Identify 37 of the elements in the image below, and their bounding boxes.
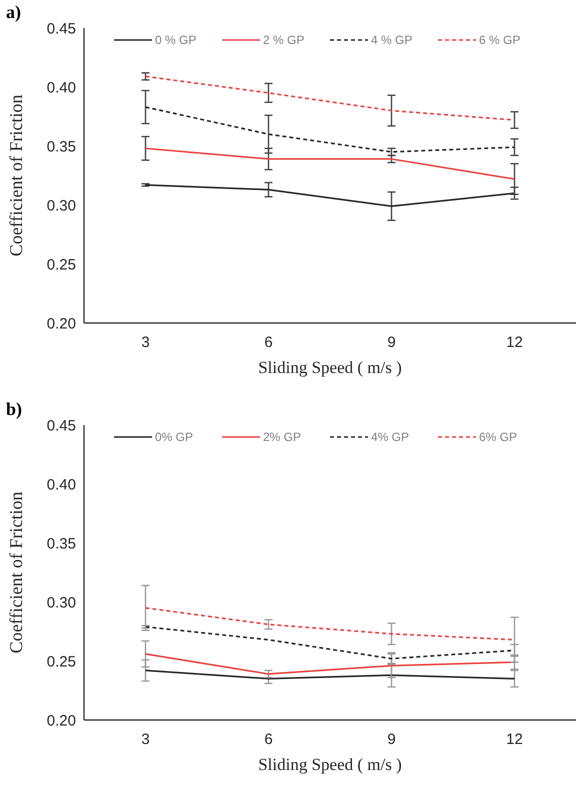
x-tick-label: 12 [506, 334, 523, 351]
y-tick-label: 0.20 [46, 712, 76, 730]
line-series [144, 76, 516, 121]
y-tick-label: 0.35 [46, 535, 76, 552]
y-tick-label: 0.40 [46, 79, 76, 96]
chart-title: a) [6, 2, 21, 22]
line-series [144, 184, 516, 207]
legend-label: 2 % GP [263, 33, 304, 48]
x-tick-label: 9 [387, 731, 396, 748]
legend-label: 0% GP [155, 430, 194, 444]
x-tick-label: 3 [141, 334, 150, 351]
legend-label: 2% GP [263, 430, 302, 444]
legend-label: 6 % GP [479, 33, 520, 48]
x-axis-title: Sliding Speed ( m/s ) [258, 755, 402, 774]
y-tick-label: 0.30 [46, 197, 76, 214]
y-tick-label: 0.20 [46, 315, 76, 332]
chart-title: b) [6, 399, 22, 419]
legend-label: 4% GP [371, 430, 410, 444]
y-tick-label: 0.25 [46, 256, 76, 274]
legend-label: 6% GP [479, 430, 518, 444]
y-tick-label: 0.35 [46, 138, 76, 156]
x-tick-label: 3 [141, 731, 150, 748]
x-tick-label: 12 [506, 731, 523, 748]
legend-label: 4 % GP [371, 33, 412, 48]
line-series [144, 106, 516, 153]
y-tick-label: 0.40 [46, 476, 76, 494]
x-tick-label: 6 [264, 334, 273, 351]
legend-label: 0 % GP [155, 33, 196, 48]
y-axis-title: Coefficient of Friction [6, 94, 26, 256]
y-tick-label: 0.45 [46, 417, 76, 434]
y-tick-label: 0.45 [46, 20, 76, 38]
x-axis-title: Sliding Speed ( m/s ) [258, 358, 402, 377]
y-tick-label: 0.30 [46, 594, 76, 612]
x-tick-label: 6 [264, 731, 273, 748]
y-tick-label: 0.25 [46, 653, 76, 670]
y-axis-title: Coefficient of Friction [6, 492, 26, 654]
x-tick-label: 9 [387, 334, 396, 351]
